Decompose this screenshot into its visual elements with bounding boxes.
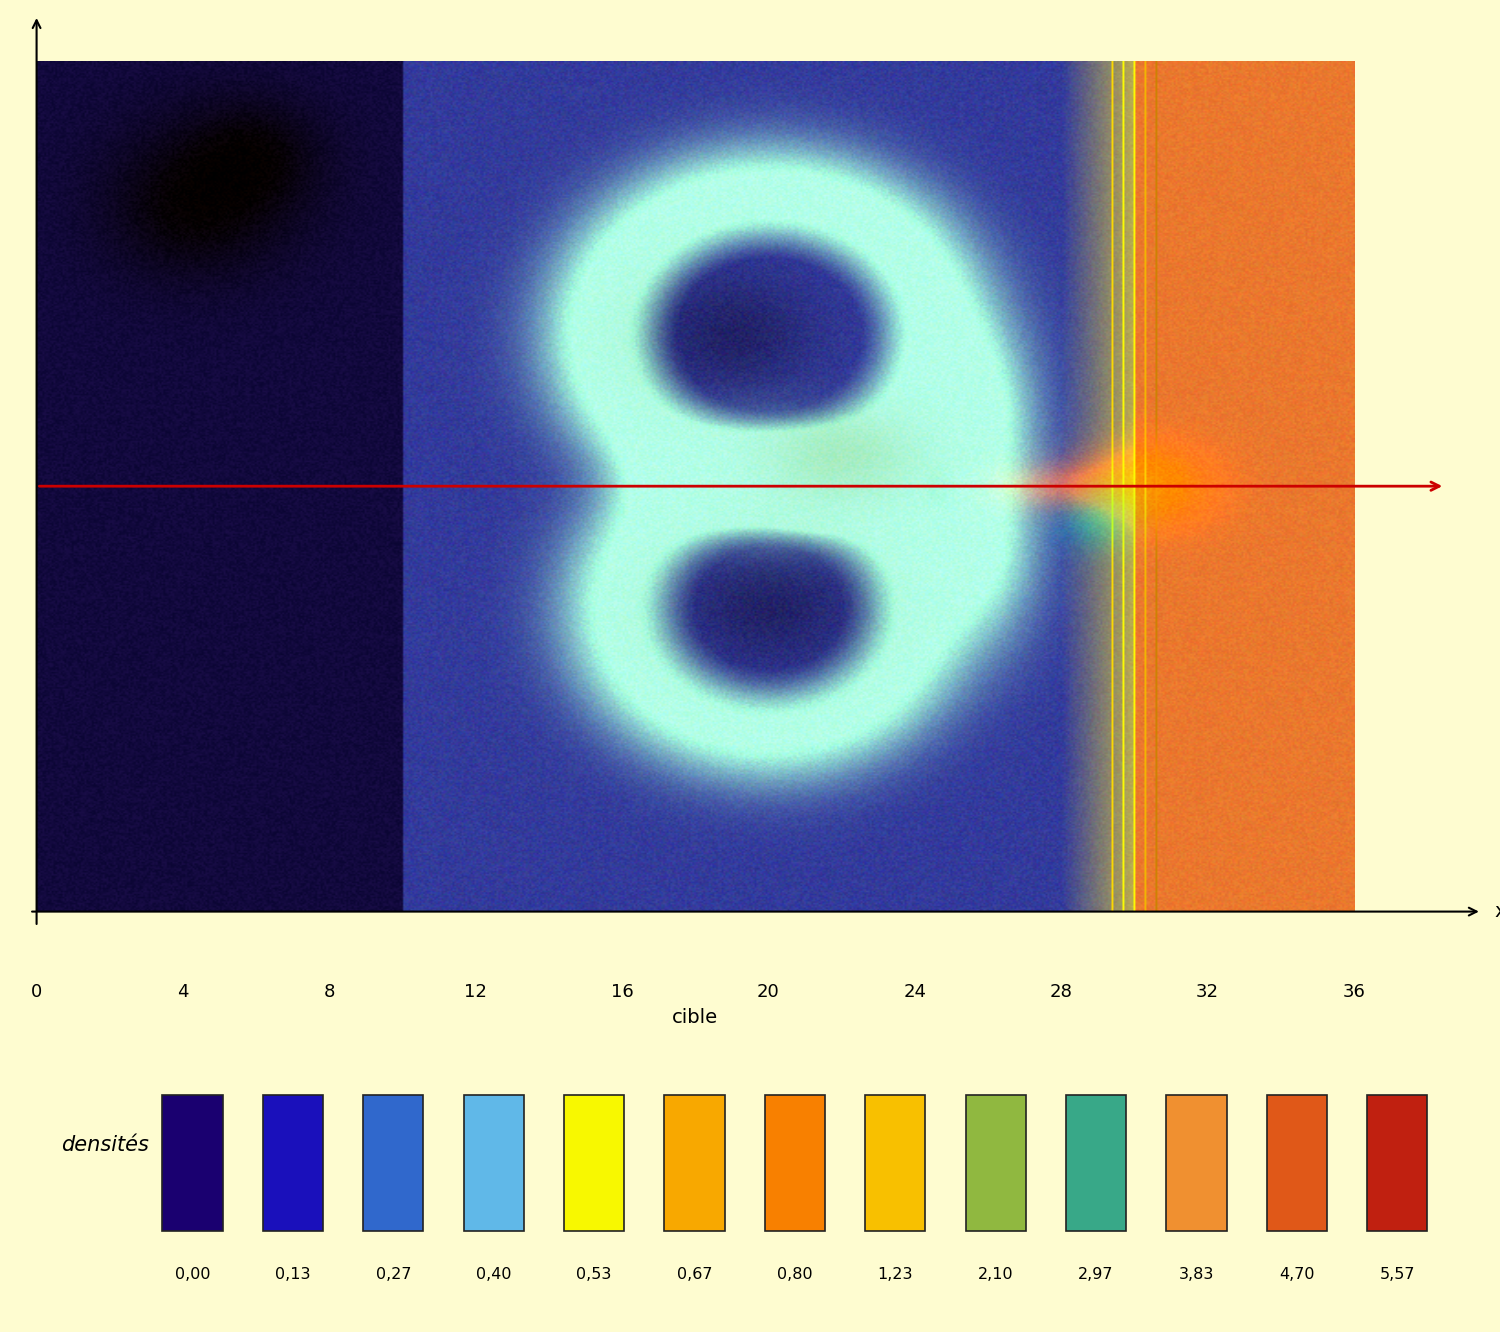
Text: 0,67: 0,67 [676, 1267, 712, 1283]
Bar [564, 1095, 624, 1231]
Bar [966, 1095, 1026, 1231]
Bar [664, 1095, 724, 1231]
Bar [1266, 1095, 1328, 1231]
Bar [765, 1095, 825, 1231]
Text: 4,70: 4,70 [1280, 1267, 1314, 1283]
Bar [1167, 1095, 1227, 1231]
Text: 0,80: 0,80 [777, 1267, 813, 1283]
Text: 0,53: 0,53 [576, 1267, 612, 1283]
Bar [464, 1095, 524, 1231]
Text: cible: cible [672, 1008, 718, 1027]
Text: 1,23: 1,23 [878, 1267, 914, 1283]
Bar [363, 1095, 423, 1231]
Bar [162, 1095, 222, 1231]
Text: 3,83: 3,83 [1179, 1267, 1214, 1283]
Text: 0,27: 0,27 [375, 1267, 411, 1283]
Bar [1366, 1095, 1428, 1231]
Text: 2,10: 2,10 [978, 1267, 1014, 1283]
Text: 0,13: 0,13 [274, 1267, 310, 1283]
Text: 5,57: 5,57 [1380, 1267, 1414, 1283]
Text: 0,00: 0,00 [176, 1267, 210, 1283]
Bar [262, 1095, 322, 1231]
Bar [1066, 1095, 1126, 1231]
Text: 2,97: 2,97 [1078, 1267, 1114, 1283]
Text: densités: densités [62, 1135, 148, 1155]
Bar [865, 1095, 926, 1231]
Text: x: x [1494, 902, 1500, 922]
Text: 0,40: 0,40 [476, 1267, 512, 1283]
